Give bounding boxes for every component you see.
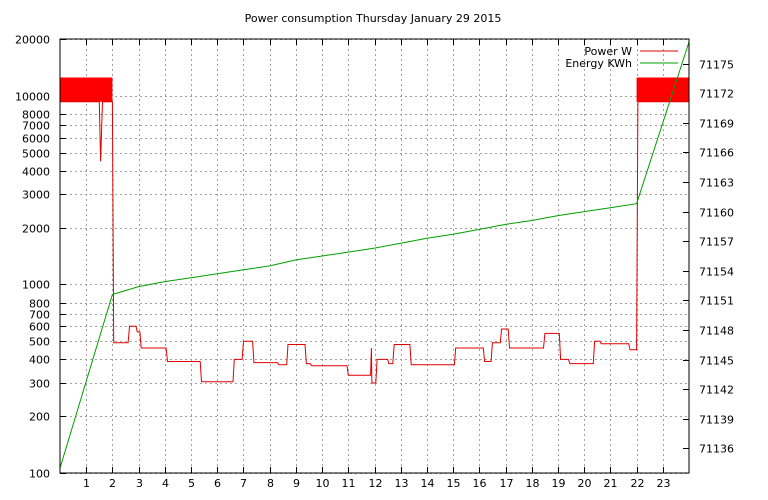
plot-frame (59, 38, 690, 474)
power-fluctuation-band (636, 77, 689, 102)
y2-tick-label: 71142 (699, 384, 734, 397)
x-tick-label: 4 (162, 477, 169, 490)
x-tick-label: 2 (109, 477, 116, 490)
chart-title: Power consumption Thursday January 29 20… (245, 12, 502, 25)
y-tick-label: 500 (29, 336, 50, 349)
y2-tick-label: 71145 (699, 355, 734, 368)
x-tick-label: 15 (447, 477, 461, 490)
x-tick-label: 16 (473, 477, 487, 490)
x-tick-label: 18 (526, 477, 540, 490)
y-tick-label: 5000 (22, 148, 50, 161)
legend: Power W Energy KWh (565, 45, 678, 70)
y2-tick-label: 71166 (699, 147, 734, 160)
x-tick-label: 8 (267, 477, 274, 490)
y-tick-label: 800 (29, 298, 50, 311)
legend-label-energy: Energy KWh (565, 57, 632, 70)
x-tick-label: 17 (500, 477, 514, 490)
x-tick-label: 19 (552, 477, 566, 490)
x-tick-label: 3 (136, 477, 143, 490)
grid-layer (60, 39, 689, 474)
legend-label-power: Power W (584, 45, 632, 58)
x-tick-label: 5 (188, 477, 195, 490)
y-tick-label: 7000 (22, 120, 50, 133)
x-tick-label: 1 (83, 477, 90, 490)
x-tick-label: 11 (342, 477, 356, 490)
y2-tick-label: 71157 (699, 236, 734, 249)
y-tick-label: 4000 (22, 166, 50, 179)
y-tick-label: 2000 (22, 223, 50, 236)
y2-tick-label: 71175 (699, 59, 734, 72)
power-fluctuation-band (60, 77, 113, 102)
y-tick-label: 6000 (22, 133, 50, 146)
y2-tick-label: 71172 (699, 88, 734, 101)
y2-tick-label: 71136 (699, 443, 734, 456)
y2-tick-label: 71154 (699, 266, 734, 279)
x-tick-label: 13 (395, 477, 409, 490)
y-tick-label: 200 (29, 411, 50, 424)
y2-tick-label: 71160 (699, 207, 734, 220)
y2-tick-label: 71151 (699, 295, 734, 308)
y-tick-label: 1000 (22, 279, 50, 292)
x-tick-label: 21 (604, 477, 618, 490)
energy-series-line (59, 41, 690, 469)
plot-layer (59, 41, 690, 469)
y-tick-label: 8000 (22, 109, 50, 122)
x-tick-label: 10 (316, 477, 330, 490)
x-tick-label: 23 (657, 477, 671, 490)
x-tick-label: 22 (631, 477, 645, 490)
x-tick-label: 7 (240, 477, 247, 490)
y-tick-label: 700 (29, 309, 50, 322)
x-tick-label: 20 (578, 477, 592, 490)
x-tick-label: 9 (293, 477, 300, 490)
x-tick-label: 12 (369, 477, 383, 490)
y2-tick-label: 71169 (699, 118, 734, 131)
axes-layer: 1 2 3 4 5 6 7 8 9 10 11 12 13 14 15 16 17 18 19 20 21 22 23100… (15, 34, 734, 491)
y-tick-label: 3000 (22, 189, 50, 202)
x-tick-label: 6 (214, 477, 221, 490)
y-tick-label: 100 (29, 468, 50, 481)
y2-tick-label: 71163 (699, 177, 734, 190)
y-tick-label: 300 (29, 378, 50, 391)
y-tick-label: 400 (29, 354, 50, 367)
power-series-line (60, 101, 689, 384)
y-tick-label: 600 (29, 321, 50, 334)
y2-tick-label: 71148 (699, 325, 734, 338)
y-tick-label: 10000 (15, 91, 50, 104)
y-tick-label: 20000 (15, 34, 50, 47)
y2-tick-label: 71139 (699, 414, 734, 427)
x-tick-label: 14 (421, 477, 435, 490)
